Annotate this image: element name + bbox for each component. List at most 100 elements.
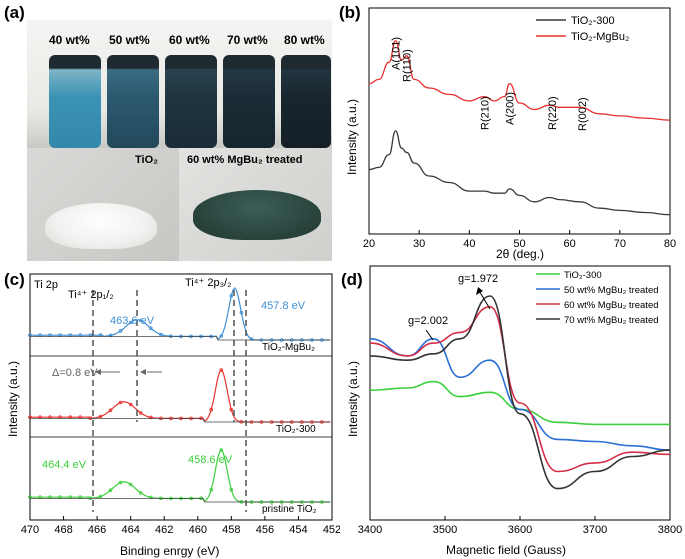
xrd-x-tick-label-20: 20 [363,238,375,250]
xrd-line-tio2-mgbu2 [368,40,671,121]
xps-x-tick-label-452: 452 [323,524,340,536]
epr-x-tick-label-3500: 3500 [433,524,457,536]
g1972-arrowhead [476,287,483,295]
xps-point-pristine [138,491,143,495]
xps-point-mgbu2 [159,332,163,337]
epr-chart: 3400 3500 3600 3700 3800 TiO₂-300 50 wt% MgB… [346,265,682,557]
xps-point-pristine [149,495,153,500]
xrd-x-tick-label-70: 70 [614,238,626,250]
epr-line-60wt [369,305,671,473]
xps-x-tick-label-458: 458 [222,524,240,536]
vial-4 [223,55,275,148]
epr-x-tick-label-3800: 3800 [658,524,682,536]
panel-a-label: (a) [4,3,25,22]
vial-5 [281,55,331,148]
xps-point-mgbu2 [138,318,143,323]
xrd-legend: TiO₂-300 TiO₂-MgBu₂ [536,15,629,43]
xrd-x-tick-label-30: 30 [413,238,425,250]
xps-point-mgbu2 [128,320,133,325]
xps-line-pristine [30,449,331,503]
xps-point-tio2-300 [209,407,214,412]
epr-legend: TiO₂-300 50 wt% MgBu₂ treated 60 wt% MgB… [536,270,659,326]
vial-label-1: 40 wt% [49,33,90,47]
xrd-xlabel: 2θ (deg.) [496,247,544,261]
xrd-annotation-5: R(002) [577,97,589,131]
epr-line-tio2-300 [369,380,670,426]
vials-photo: 40 wt% 50 wt% 60 wt% 70 wt% 80 wt% [27,20,332,148]
vial-label-3: 60 wt% [169,33,210,47]
white-powder-pile [45,203,157,249]
xps-x-tick-label-460: 460 [189,524,207,536]
peak-label-457-8: 457.8 eV [261,300,306,312]
xps-point-pristine [219,448,224,452]
xrd-annotation-1: R(110) [402,49,414,82]
xrd-x-tick-label-40: 40 [463,238,475,250]
xps-baseline-mgbu2 [30,336,331,341]
vial-2 [107,55,159,148]
xrd-annotation-0: A(101) [391,37,403,70]
xps-point-mgbu2 [229,293,234,298]
xps-point-tio2-300 [219,368,224,372]
panel-b-label: (b) [339,3,361,22]
xps-x-tick-label-470: 470 [21,524,39,536]
xrd-annotation-2: R(210) [479,96,491,130]
xps-ylabel: Intensity (a.u.) [6,361,20,437]
xps-point-tio2-300 [108,408,113,413]
xrd-chart: 20 30 40 50 60 70 80 A(101) R(110) R(210) A(200) R… [345,7,676,261]
legend-label-epr-60: 60 wt% MgBu₂ treated [564,300,659,311]
xps-point-mgbu2 [149,326,153,330]
xps-point-pristine [108,488,113,493]
epr-x-tick-label-3400: 3400 [358,524,382,536]
g2002-label: g=2.002 [408,315,448,327]
vial-3 [165,55,217,148]
xps-point-pristine [229,487,234,492]
vial-label-4: 70 wt% [227,33,268,47]
xps-baseline-pristine [30,498,331,503]
g1972-label: g=1.972 [458,273,498,285]
vial-1 [49,55,101,148]
xps-xlabel: Binding enrgy (eV) [120,544,219,558]
xps-point-mgbu2 [239,310,244,315]
vial-label-5: 80 wt% [284,33,325,47]
xrd-line-tio2-300 [368,130,671,216]
treated-powder-photo: 60 wt% MgBu₂ treated [179,148,332,261]
tio2-powder-photo: TiO₂ [27,148,179,261]
xps-point-tio2-300 [149,415,153,420]
epr-xlabel: Magnetic field (Gauss) [446,543,566,557]
xps-point-tio2-300 [118,400,123,405]
xps-x-tick-label-466: 466 [88,524,106,536]
xrd-annotation-3: A(200) [504,92,516,125]
legend-label-epr-tio2-300: TiO₂-300 [564,270,602,281]
xps-point-pristine [128,482,133,487]
series-label-pristine: pristine TiO₂ [262,504,317,515]
dark-powder-pile [193,190,321,240]
xrd-x-tick-label-50: 50 [513,238,525,250]
xps-x-tick-label-462: 462 [155,524,173,536]
xps-point-mgbu2 [219,334,224,338]
xps-point-pristine [209,487,214,492]
xps-x-tick-label-468: 468 [54,524,72,536]
xps-point-pristine [98,494,103,499]
peak-label-464-4: 464.4 eV [42,459,87,471]
legend-label-epr-50: 50 wt% MgBu₂ treated [564,285,659,296]
epr-x-tick-label-3700: 3700 [583,524,607,536]
xrd-x-tick-label-60: 60 [564,238,576,250]
xps-baseline-tio2-300 [30,418,331,423]
epr-line-50wt [369,337,671,451]
delta-label: Δ=0.8 eV [52,367,98,379]
tio2-photo-label: TiO₂ [135,154,159,166]
series-label-mgbu2: TiO₂-MgBu₂ [262,342,315,353]
peak-label-463-6: 463.6 eV [110,315,155,327]
legend-label-epr-70: 70 wt% MgBu₂ treated [564,315,659,326]
xps-plot-frame [29,273,333,521]
xps-point-tio2-300 [138,411,143,415]
panel-d-label: (d) [341,270,363,289]
panel-c-label: (c) [4,270,25,289]
delta-arrowhead-right [140,369,146,375]
xps-x-tick-label-456: 456 [256,524,274,536]
xrd-annotation-4: R(220) [547,96,559,130]
xps-point-tio2-300 [98,414,103,419]
xps-point-tio2-300 [229,407,234,412]
xps-point-tio2-300 [128,402,133,407]
legend-label-tio2-300: TiO₂-300 [571,15,615,27]
